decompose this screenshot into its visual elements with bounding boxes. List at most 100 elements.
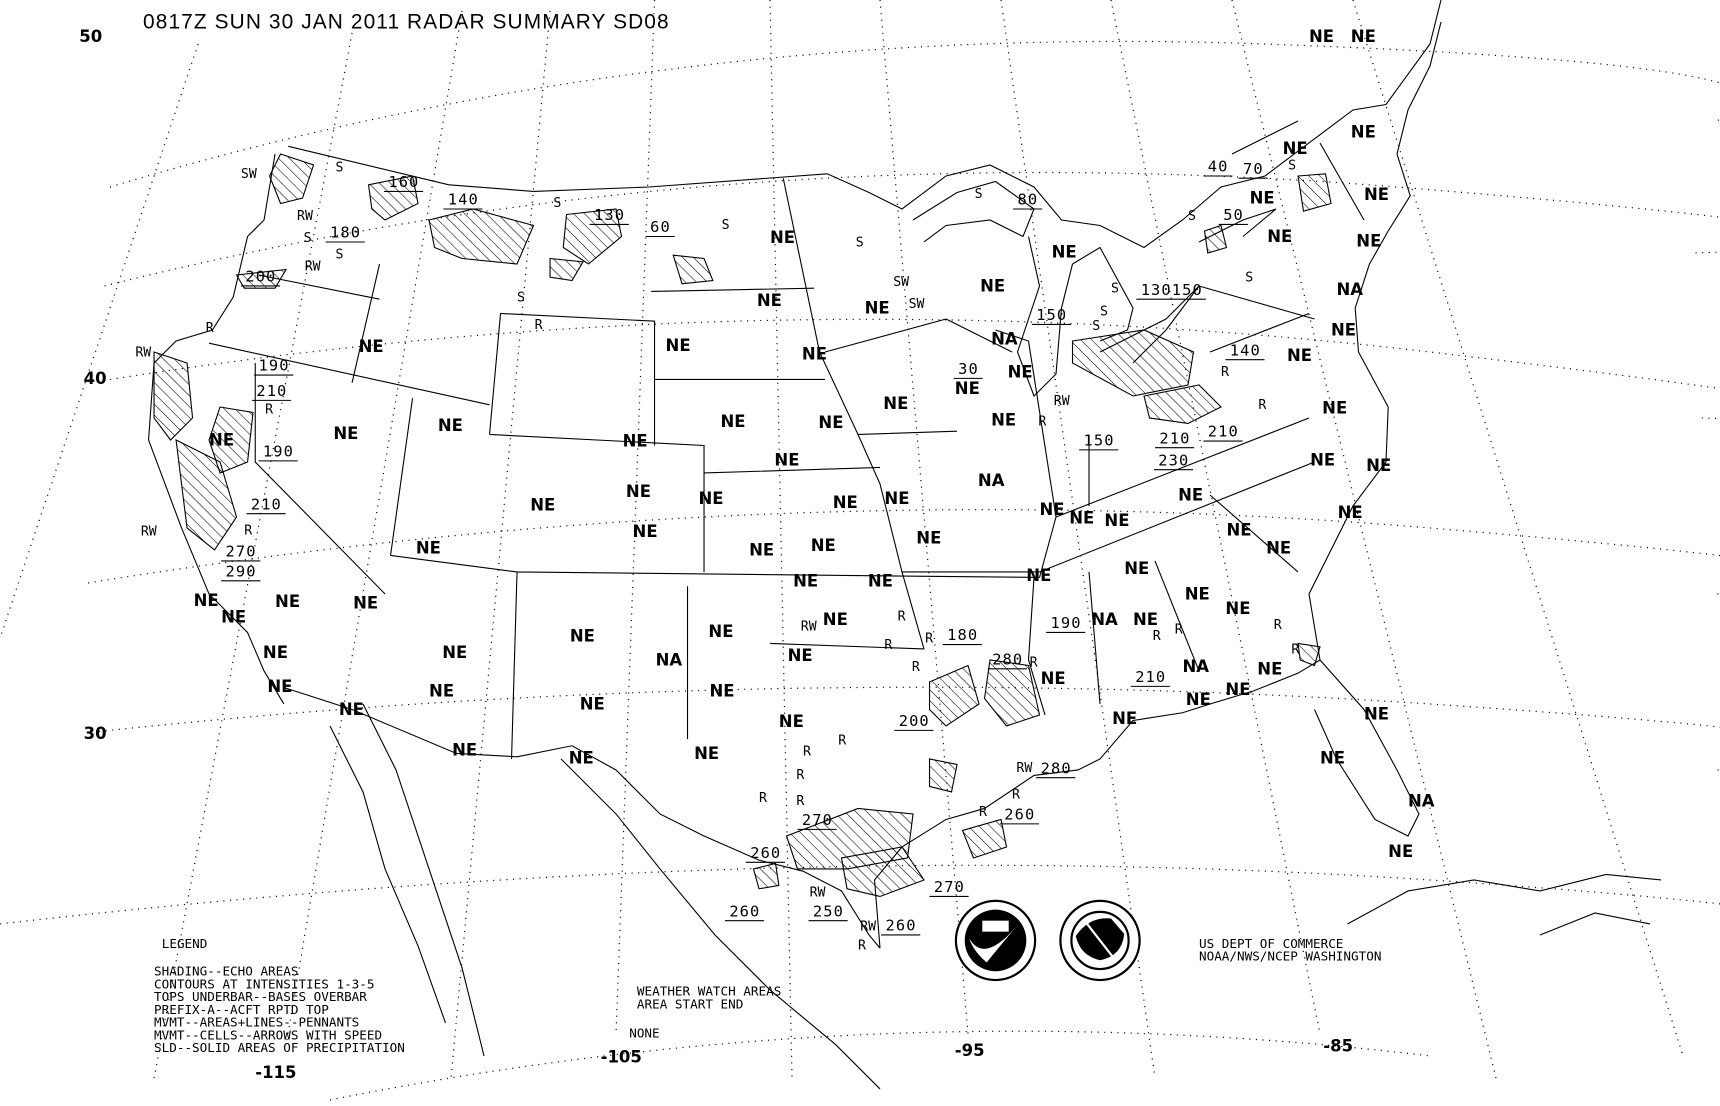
coverage-label: NE — [626, 482, 651, 501]
echo-area — [562, 208, 623, 265]
coverage-label: NA — [978, 471, 1005, 490]
meridian-75 — [1352, 0, 1684, 1057]
coverage-label: NE — [868, 571, 893, 590]
echo-top-label: 150 — [1036, 306, 1067, 324]
precip-type-label: SW — [241, 167, 257, 182]
coverage-label: NE — [757, 291, 782, 310]
echo-top-label: 250 — [813, 902, 844, 920]
precip-type-label: R — [898, 609, 906, 624]
coverage-label: NE — [221, 608, 246, 627]
meridian-80 — [1231, 0, 1497, 1079]
footer-agency: US DEPT OF COMMERCE — [1199, 936, 1343, 951]
coverage-label: NE — [884, 489, 909, 508]
coverage-label: NE — [580, 694, 605, 713]
precip-type-label: R — [1175, 623, 1183, 638]
coverage-label: NE — [263, 643, 288, 662]
precip-type-label: R — [1291, 642, 1299, 657]
coverage-label: NE — [721, 412, 746, 431]
echo-area — [268, 153, 315, 205]
coverage-label: NE — [1267, 227, 1292, 246]
coverage-label: NE — [429, 681, 454, 700]
coverage-label: NA — [1408, 791, 1435, 810]
echo-area — [428, 208, 535, 265]
longitude-label: -95 — [955, 1041, 985, 1060]
precip-type-label: RW — [297, 209, 313, 224]
precip-type-label: RW — [135, 345, 151, 360]
meridian-125 — [0, 43, 199, 639]
echo-area — [983, 659, 1041, 727]
coverage-label: NE — [1008, 362, 1033, 381]
latitude-20-line — [329, 1030, 1431, 1101]
echo-top-label: 270 — [802, 811, 833, 829]
echo-top-label: 40 — [1208, 158, 1229, 176]
coverage-label: NE — [980, 276, 1005, 295]
watch-areas-columns: AREA START END — [637, 997, 743, 1012]
echo-top-label: 210 — [1135, 668, 1166, 686]
precip-type-label: R — [1153, 629, 1161, 644]
coverage-label: NE — [1133, 610, 1158, 629]
echo-area — [235, 268, 288, 289]
precip-type-label: R — [803, 745, 811, 760]
echo-top-label: 160 — [388, 173, 419, 191]
nws-logo — [1059, 899, 1141, 982]
coverage-label: NE — [633, 522, 658, 541]
echo-top-label: 260 — [886, 917, 917, 935]
coverage-label: NA — [1091, 610, 1118, 629]
coverage-label: NA — [1336, 280, 1363, 299]
coverage-label: NE — [1112, 709, 1137, 728]
watch-areas-value: NONE — [629, 1025, 659, 1040]
precip-type-label: R — [1012, 788, 1020, 803]
great-lakes — [912, 180, 1277, 397]
coverage-label: NE — [1283, 139, 1308, 158]
watch-areas-heading: WEATHER WATCH AREAS — [637, 983, 781, 998]
precip-type-label: R — [1221, 365, 1229, 380]
coverage-label: NE — [359, 337, 384, 356]
coverage-label: NA — [1183, 657, 1210, 676]
echo-area — [549, 257, 584, 282]
coverage-label: NE — [1041, 669, 1066, 688]
echo-top-label: 130150 — [1141, 281, 1203, 299]
coverage-label: NE — [694, 744, 719, 763]
precip-type-label: S — [517, 290, 525, 305]
precip-type-label: S — [856, 235, 864, 250]
coverage-label: NE — [339, 700, 364, 719]
meridian-100 — [769, 0, 793, 1078]
gulf-coast — [873, 659, 1420, 949]
precip-type-label: R — [884, 638, 892, 653]
precip-type-label: RW — [1016, 761, 1032, 776]
coverage-label: NE — [1364, 185, 1389, 204]
coverage-label: NE — [530, 495, 555, 514]
echo-top-label: 60 — [650, 218, 671, 236]
pacific-coast — [147, 153, 285, 705]
geography — [147, 0, 1662, 1090]
echo-area — [208, 406, 254, 474]
echo-top-label: 260 — [729, 902, 760, 920]
coverage-label: NE — [1124, 559, 1149, 578]
precip-type-label: R — [759, 791, 767, 806]
coverage-label: NE — [991, 411, 1016, 430]
echo-area — [1143, 384, 1222, 425]
coverage-label: NE — [710, 681, 735, 700]
echo-area — [928, 664, 980, 727]
echo-top-label: 190 — [259, 357, 290, 375]
coverage-label: NE — [1310, 450, 1335, 469]
precip-type-label: RW — [860, 920, 876, 935]
coverage-label: NE — [1225, 680, 1250, 699]
echo-top-label: 260 — [750, 844, 781, 862]
echo-area — [840, 846, 925, 898]
echo-top-label: 260 — [1004, 805, 1035, 823]
precip-type-label: R — [858, 938, 866, 953]
echo-top-label: 190 — [1051, 614, 1082, 632]
precip-type-label: S — [1111, 282, 1119, 297]
coverage-label: NE — [779, 712, 804, 731]
echo-area — [1071, 329, 1195, 397]
coverage-label: NE — [955, 379, 980, 398]
precip-type-label: S — [1100, 305, 1108, 320]
coverage-label: NE — [811, 536, 836, 555]
coverage-label: NE — [749, 540, 774, 559]
echo-area — [1203, 224, 1228, 254]
coverage-label: NE — [1052, 242, 1077, 261]
atlantic-coast — [1308, 21, 1442, 661]
